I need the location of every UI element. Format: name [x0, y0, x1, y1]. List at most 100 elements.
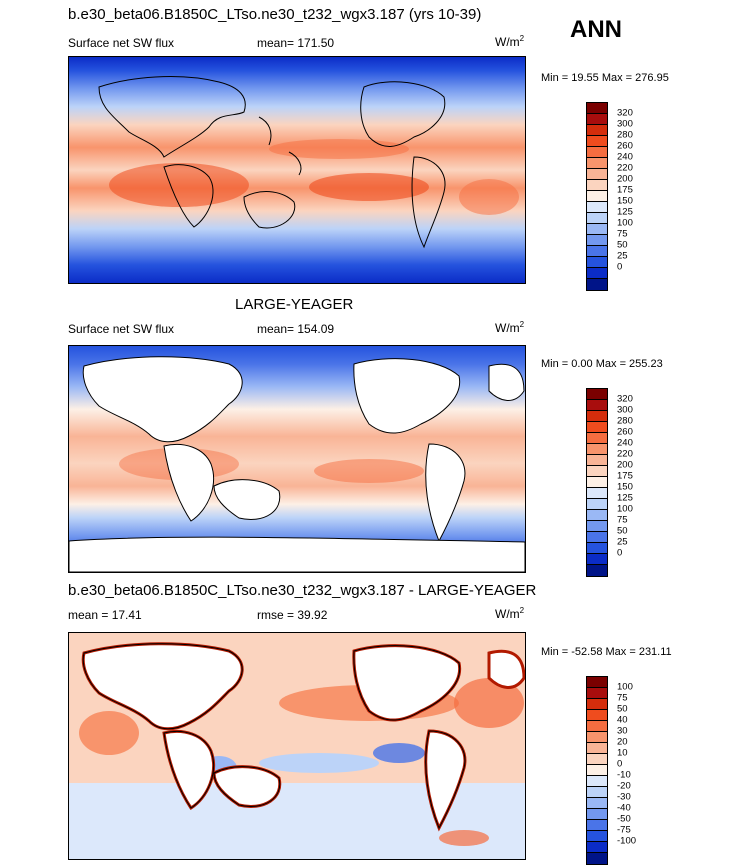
colorbar-swatch — [587, 125, 607, 136]
colorbar-tick-label: 50 — [617, 525, 628, 537]
colorbar-swatch — [587, 565, 607, 576]
panel1-colorbar — [586, 102, 608, 291]
colorbar-swatch — [587, 169, 607, 180]
panel3-units: W/m2 — [495, 606, 524, 621]
colorbar-tick-label: 125 — [617, 206, 633, 218]
colorbar-tick-label: 125 — [617, 492, 633, 504]
colorbar-tick-label: 75 — [617, 514, 628, 526]
colorbar-tick-label: 240 — [617, 151, 633, 163]
colorbar-tick-label: -20 — [617, 780, 631, 792]
colorbar-tick-label: 300 — [617, 118, 633, 130]
colorbar-swatch — [587, 699, 607, 710]
season-label: ANN — [570, 16, 622, 43]
colorbar-tick-label: -40 — [617, 802, 631, 814]
colorbar-tick-label: 320 — [617, 393, 633, 405]
colorbar-swatch — [587, 554, 607, 565]
colorbar-swatch — [587, 787, 607, 798]
panel2-units: W/m2 — [495, 320, 524, 335]
panel2-colorbar-swatches — [587, 389, 607, 576]
colorbar-swatch — [587, 798, 607, 809]
panel2-minmax: Min = 0.00 Max = 255.23 — [541, 358, 663, 370]
colorbar-swatch — [587, 677, 607, 688]
panel3-colorbar — [586, 676, 608, 865]
colorbar-swatch — [587, 809, 607, 820]
panel2-units-exp: 2 — [519, 320, 525, 329]
colorbar-tick-label: 25 — [617, 250, 628, 262]
colorbar-tick-label: 280 — [617, 415, 633, 427]
colorbar-swatch — [587, 422, 607, 433]
colorbar-tick-label: 300 — [617, 404, 633, 416]
colorbar-swatch — [587, 688, 607, 699]
colorbar-tick-label: 20 — [617, 736, 628, 748]
colorbar-swatch — [587, 732, 607, 743]
colorbar-swatch — [587, 499, 607, 510]
colorbar-swatch — [587, 743, 607, 754]
colorbar-tick-label: 220 — [617, 162, 633, 174]
panel2-map-field — [69, 346, 525, 572]
colorbar-tick-label: 0 — [617, 547, 623, 559]
colorbar-tick-label: 100 — [617, 217, 633, 229]
colorbar-tick-label: 75 — [617, 692, 628, 704]
panel1-units-exp: 2 — [519, 34, 525, 43]
panel3-map-field — [69, 633, 525, 859]
colorbar-tick-label: 260 — [617, 140, 633, 152]
colorbar-swatch — [587, 411, 607, 422]
colorbar-swatch — [587, 279, 607, 290]
panel1-units-base: W/m — [495, 35, 520, 49]
colorbar-tick-label: 30 — [617, 725, 628, 737]
colorbar-tick-label: 50 — [617, 239, 628, 251]
colorbar-swatch — [587, 268, 607, 279]
colorbar-tick-label: 240 — [617, 437, 633, 449]
colorbar-swatch — [587, 521, 607, 532]
panel2-field-label: Surface net SW flux — [68, 322, 175, 336]
panel3-map — [68, 632, 526, 860]
colorbar-swatch — [587, 158, 607, 169]
colorbar-swatch — [587, 765, 607, 776]
colorbar-tick-label: 0 — [617, 758, 623, 770]
panel3-title: b.e30_beta06.B1850C_LTso.ne30_t232_wgx3.… — [68, 582, 537, 599]
colorbar-swatch — [587, 842, 607, 853]
colorbar-swatch — [587, 754, 607, 765]
panel2-colorbar — [586, 388, 608, 577]
panel1-map — [68, 56, 526, 284]
colorbar-swatch — [587, 191, 607, 202]
colorbar-swatch — [587, 532, 607, 543]
colorbar-swatch — [587, 488, 607, 499]
colorbar-tick-label: 0 — [617, 261, 623, 273]
colorbar-swatch — [587, 853, 607, 864]
colorbar-tick-label: -30 — [617, 791, 631, 803]
colorbar-swatch — [587, 235, 607, 246]
colorbar-tick-label: 280 — [617, 129, 633, 141]
panel1-colorbar-swatches — [587, 103, 607, 290]
colorbar-swatch — [587, 433, 607, 444]
colorbar-swatch — [587, 246, 607, 257]
panel1-field-label: Surface net SW flux — [68, 36, 175, 50]
colorbar-swatch — [587, 114, 607, 125]
colorbar-tick-label: -100 — [617, 835, 637, 847]
colorbar-swatch — [587, 710, 607, 721]
colorbar-tick-label: 10 — [617, 747, 628, 759]
colorbar-swatch — [587, 444, 607, 455]
colorbar-swatch — [587, 103, 607, 114]
colorbar-swatch — [587, 400, 607, 411]
panel3-units-base: W/m — [495, 607, 520, 621]
panel2-map — [68, 345, 526, 573]
panel1-units: W/m2 — [495, 34, 524, 49]
colorbar-swatch — [587, 721, 607, 732]
colorbar-swatch — [587, 466, 607, 477]
colorbar-tick-label: 100 — [617, 681, 633, 693]
colorbar-swatch — [587, 147, 607, 158]
panel3-minmax: Min = -52.58 Max = 231.11 — [541, 646, 672, 658]
colorbar-swatch — [587, 224, 607, 235]
panel2-units-base: W/m — [495, 321, 520, 335]
colorbar-swatch — [587, 543, 607, 554]
colorbar-swatch — [587, 820, 607, 831]
colorbar-swatch — [587, 389, 607, 400]
colorbar-swatch — [587, 776, 607, 787]
colorbar-tick-label: -50 — [617, 813, 631, 825]
panel2-title: LARGE-YEAGER — [235, 296, 354, 313]
colorbar-tick-label: -10 — [617, 769, 631, 781]
colorbar-swatch — [587, 455, 607, 466]
panel3-mean: mean = 17.41 — [68, 608, 142, 622]
panel3-units-exp: 2 — [519, 606, 525, 615]
